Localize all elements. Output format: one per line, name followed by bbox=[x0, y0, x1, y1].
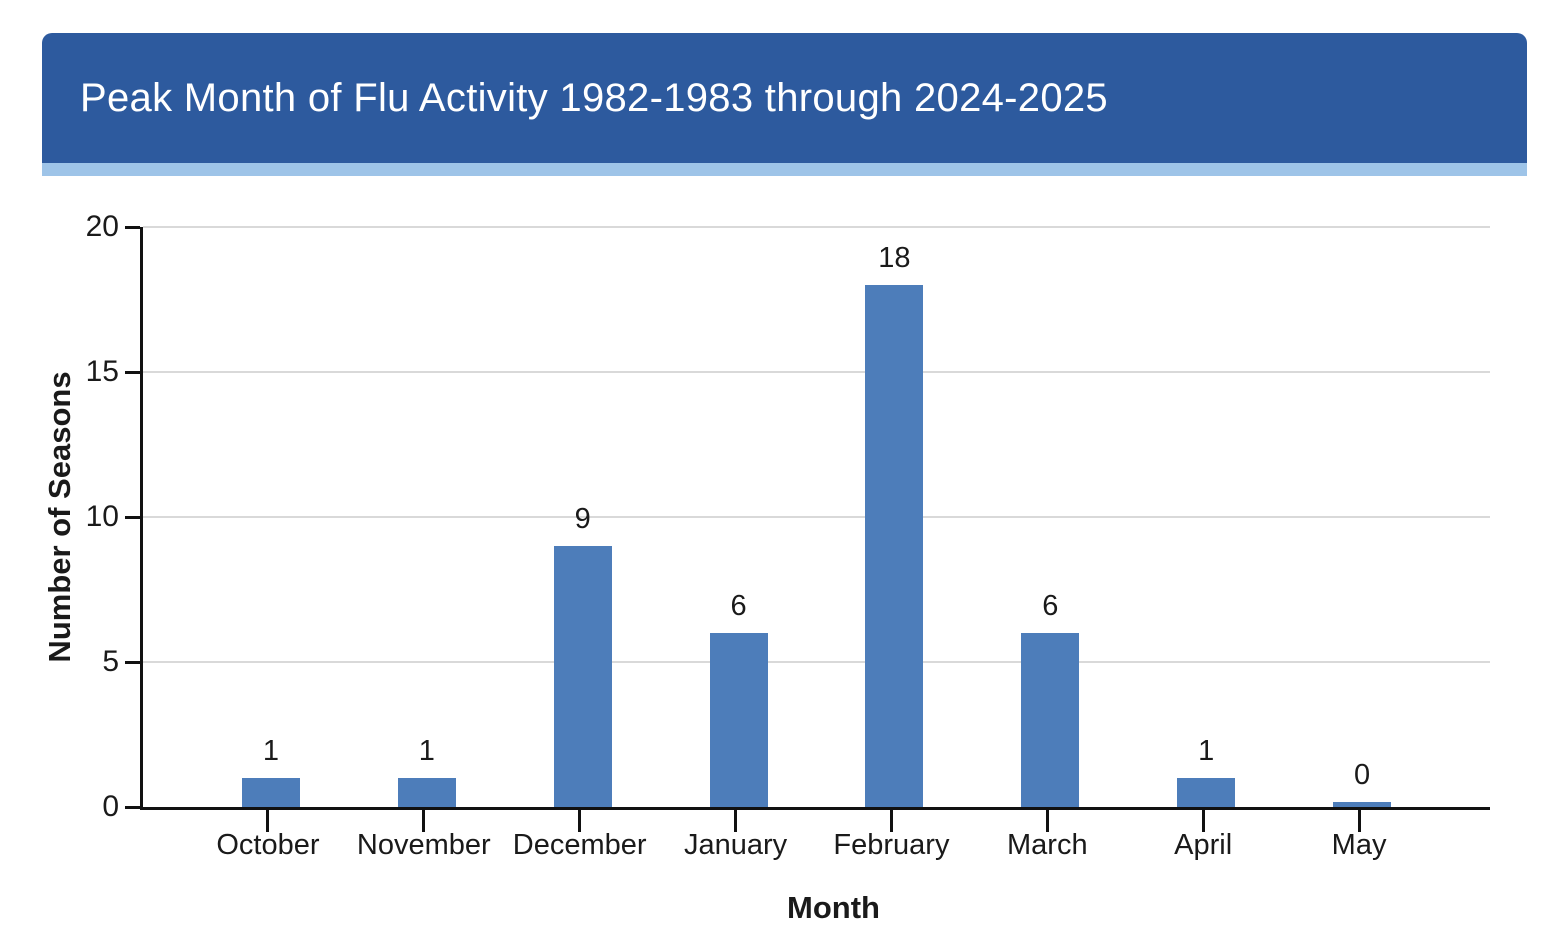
title-banner: Peak Month of Flu Activity 1982-1983 thr… bbox=[42, 33, 1527, 163]
bar-group-april: 1 bbox=[1128, 227, 1284, 807]
bar-april bbox=[1177, 778, 1236, 807]
bar-group-october: 1 bbox=[193, 227, 349, 807]
bar-february bbox=[865, 285, 924, 807]
x-tick-mark bbox=[889, 810, 893, 832]
x-tick-label-april: April bbox=[1174, 829, 1233, 861]
x-tick-label-december: December bbox=[512, 829, 647, 861]
y-tick-label: 10 bbox=[85, 500, 119, 533]
bars-container: 1 1 9 6 18 6 1 0 bbox=[143, 227, 1490, 807]
bar-value-label: 1 bbox=[418, 735, 435, 767]
x-tick bbox=[969, 810, 1125, 832]
y-tick-mark bbox=[125, 660, 140, 664]
x-tick-mark bbox=[734, 810, 738, 832]
gridline bbox=[143, 371, 1490, 373]
bar-october bbox=[241, 778, 300, 807]
x-tick-label-january: January bbox=[683, 829, 788, 861]
bar-group-february: 18 bbox=[817, 227, 973, 807]
bar-november bbox=[397, 778, 456, 807]
y-tick-label: 15 bbox=[85, 355, 119, 388]
y-axis-title: Number of Seasons bbox=[42, 371, 77, 663]
bar-group-january: 6 bbox=[661, 227, 817, 807]
y-tick-label: 5 bbox=[102, 645, 119, 678]
bar-group-march: 6 bbox=[972, 227, 1128, 807]
bar-value-label: 18 bbox=[878, 242, 911, 274]
bar-january bbox=[709, 633, 768, 807]
x-tick-label-october: October bbox=[216, 829, 320, 861]
x-tick-label-february: February bbox=[833, 829, 950, 861]
bar-may bbox=[1333, 802, 1392, 807]
x-tick-label-november: November bbox=[356, 829, 491, 861]
x-tick bbox=[814, 810, 970, 832]
x-tick bbox=[1281, 810, 1437, 832]
x-tick bbox=[346, 810, 502, 832]
y-tick-mark bbox=[125, 805, 140, 809]
bar-group-november: 1 bbox=[349, 227, 505, 807]
x-tick-mark bbox=[266, 810, 270, 832]
gridline bbox=[143, 226, 1490, 228]
bar-group-december: 9 bbox=[505, 227, 661, 807]
bar-group-may: 0 bbox=[1284, 227, 1440, 807]
gridline bbox=[143, 661, 1490, 663]
bar-december bbox=[553, 546, 612, 807]
x-tick-label-march: March bbox=[1007, 829, 1088, 861]
bar-march bbox=[1021, 633, 1080, 807]
title-banner-accent-strip bbox=[42, 163, 1527, 176]
bar-value-label: 6 bbox=[730, 590, 747, 622]
y-axis: 0 5 10 15 20 bbox=[0, 212, 140, 822]
x-tick-label-may: May bbox=[1331, 829, 1387, 861]
y-tick-mark bbox=[125, 225, 140, 229]
x-tick-mark bbox=[1357, 810, 1361, 832]
y-tick-label: 20 bbox=[85, 210, 119, 243]
bar-value-label: 9 bbox=[574, 503, 591, 535]
bar-value-label: 1 bbox=[262, 735, 279, 767]
x-tick bbox=[502, 810, 658, 832]
gridline bbox=[143, 516, 1490, 518]
x-axis-title: Month bbox=[787, 890, 880, 925]
y-tick-label: 0 bbox=[102, 790, 119, 823]
x-tick bbox=[1125, 810, 1281, 832]
bar-value-label: 1 bbox=[1198, 735, 1215, 767]
x-tick-mark bbox=[1045, 810, 1049, 832]
x-axis-labels: October November December January February Ma… bbox=[140, 829, 1487, 862]
x-tick-mark bbox=[1201, 810, 1205, 832]
x-axis-ticks bbox=[140, 810, 1487, 832]
bar-value-label: 0 bbox=[1353, 759, 1371, 791]
y-tick-mark bbox=[125, 515, 140, 519]
chart-title: Peak Month of Flu Activity 1982-1983 thr… bbox=[80, 75, 1108, 120]
x-tick bbox=[190, 810, 346, 832]
x-tick-mark bbox=[578, 810, 582, 832]
x-tick-mark bbox=[422, 810, 426, 832]
y-tick-mark bbox=[125, 370, 140, 374]
bar-value-label: 6 bbox=[1042, 590, 1059, 622]
plot-area: 1 1 9 6 18 6 1 0 bbox=[140, 226, 1490, 810]
x-tick bbox=[658, 810, 814, 832]
